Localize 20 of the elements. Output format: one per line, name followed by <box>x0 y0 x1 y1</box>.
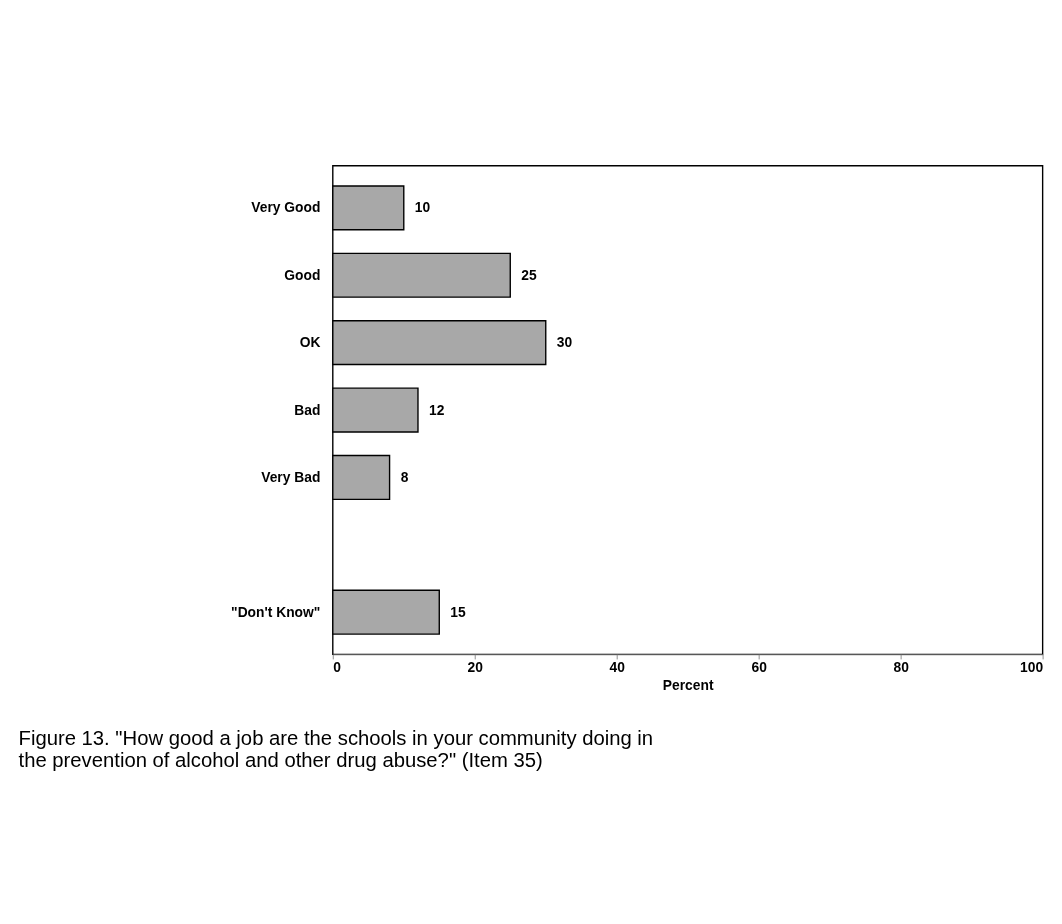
y-tick-label: Good <box>284 266 321 283</box>
x-tick-label: 80 <box>893 659 910 676</box>
data-label: 12 <box>429 401 445 418</box>
y-tick-label: "Don't Know" <box>231 603 321 620</box>
data-label: 15 <box>450 603 467 620</box>
data-label: 8 <box>400 469 409 486</box>
x-tick-label: 0 <box>333 659 342 676</box>
y-tick-label: Very Good <box>251 199 321 216</box>
y-tick-label: Bad <box>294 401 321 418</box>
data-label: 10 <box>414 199 431 216</box>
caption: Figure 13. "How good a job are the schools in your community doing in the prevention of alcohol and other drug abuse?" (Item 35) <box>18 726 654 771</box>
x-tick-label: 100 <box>1020 659 1044 676</box>
data-label: 30 <box>556 334 573 351</box>
x-axis-title: Percent <box>662 676 714 693</box>
data-label: 25 <box>521 266 537 283</box>
y-tick-label: Very Bad <box>261 469 321 486</box>
x-tick-label: 40 <box>609 659 626 676</box>
x-tick-label: 20 <box>467 659 484 676</box>
y-tick-label: OK <box>299 334 321 351</box>
x-tick-label: 60 <box>751 659 768 676</box>
